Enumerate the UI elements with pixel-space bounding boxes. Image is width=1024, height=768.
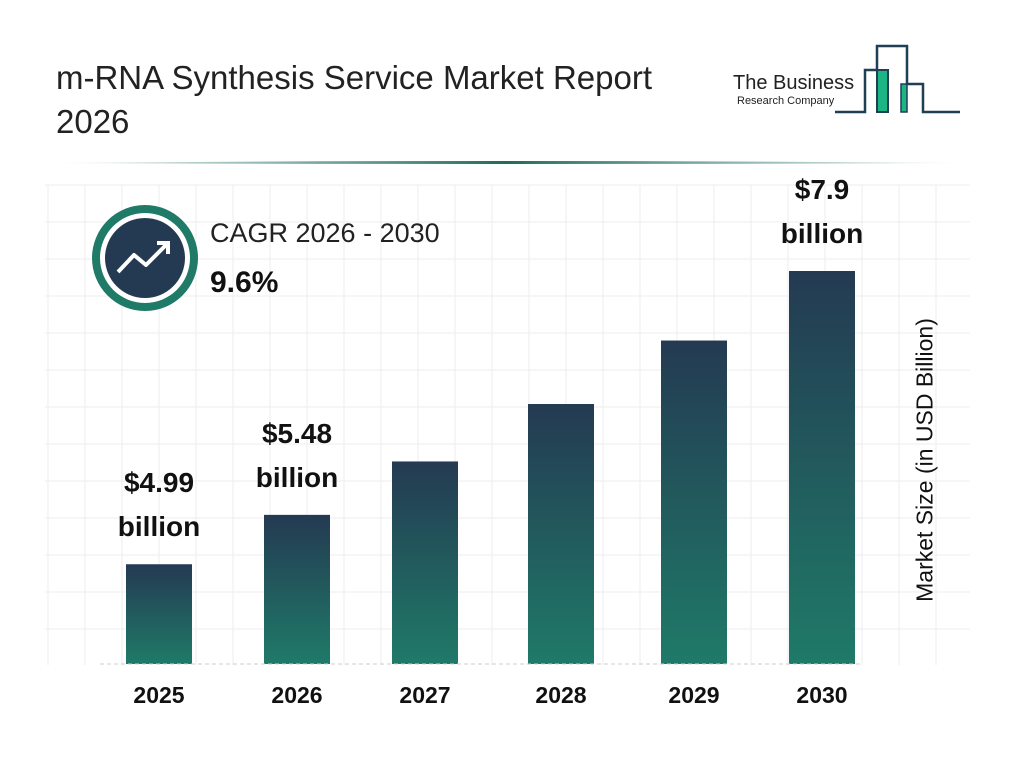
logo-text-sub: Research Company (737, 95, 835, 107)
data-label: billion (256, 462, 338, 493)
bar-2030 (789, 271, 855, 664)
x-tick-label: 2029 (668, 682, 719, 708)
bar-2025 (126, 564, 192, 664)
trending-up-icon (116, 241, 170, 274)
data-label: billion (118, 511, 200, 542)
cagr-badge (92, 205, 198, 311)
cagr-label: CAGR 2026 - 2030 (210, 218, 440, 248)
data-label: $5.48 (262, 418, 332, 449)
bar-2028 (528, 404, 594, 664)
data-label: $4.99 (124, 467, 194, 498)
bar-2027 (392, 461, 458, 664)
cagr-value: 9.6% (210, 266, 279, 299)
title-divider (40, 161, 970, 164)
x-tick-label: 2025 (133, 682, 184, 708)
x-tick-label: 2027 (399, 682, 450, 708)
y-axis-label: Market Size (in USD Billion) (911, 318, 938, 602)
page-title: m-RNA Synthesis Service Market Report 20… (56, 59, 653, 140)
x-tick-label: 2030 (796, 682, 847, 708)
bar-2029 (661, 340, 727, 664)
bar-2026 (264, 514, 330, 664)
data-label: billion (781, 218, 863, 249)
x-tick-label: 2026 (271, 682, 322, 708)
data-label: $7.9 (795, 174, 850, 205)
logo-text-main: The Business (733, 72, 855, 94)
x-tick-label: 2028 (535, 682, 586, 708)
company-logo (835, 44, 960, 114)
